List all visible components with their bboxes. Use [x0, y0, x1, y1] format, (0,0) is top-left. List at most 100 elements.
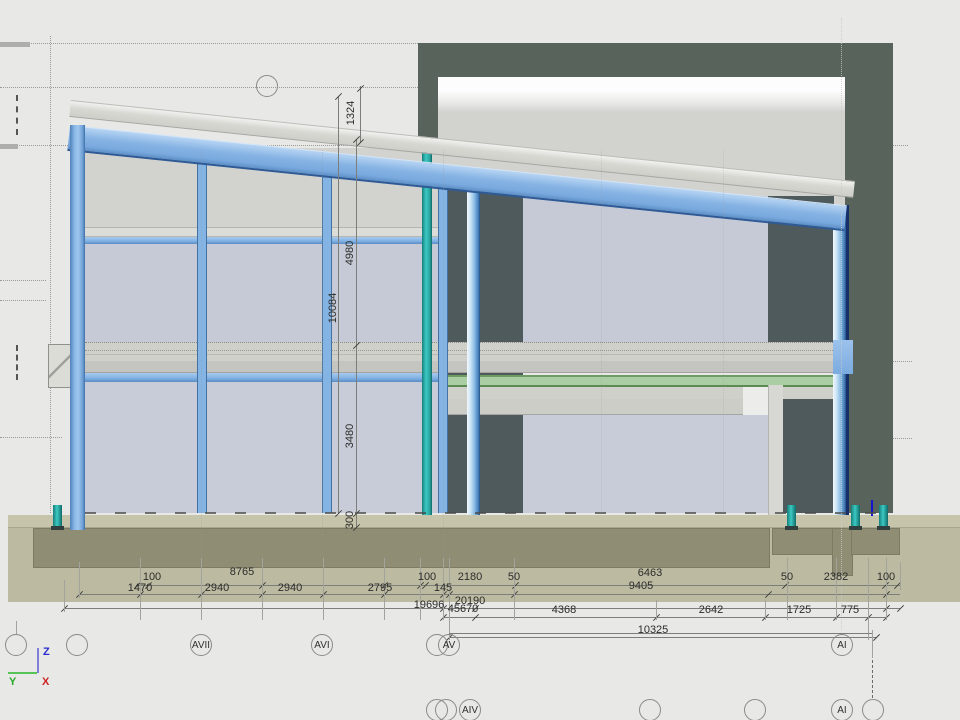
extension-line: [323, 558, 324, 620]
extension-line: [449, 558, 450, 640]
footing-right-2: [851, 528, 900, 555]
slab-under-green-1: [448, 387, 834, 399]
blue-beam-level1: [85, 373, 448, 382]
stub-cap-1: [51, 526, 64, 530]
grid-v-ai: [841, 18, 842, 630]
footing-main: [33, 528, 770, 568]
teal-stub-2: [787, 505, 796, 528]
blue-grip-mark: [871, 500, 873, 516]
dimension-text: 100: [417, 571, 437, 583]
axis-y-line: [8, 672, 37, 674]
slab-under-green-2: [448, 399, 743, 415]
section-marker-box: [48, 344, 72, 388]
dashed-line-left-2: [16, 345, 18, 380]
grid-v-av: [443, 150, 444, 555]
grid-v-mid1: [601, 150, 602, 513]
left-slab-edge: [85, 227, 438, 237]
gray-pier: [768, 385, 783, 516]
dimension-text: 2940: [204, 582, 230, 594]
extension-line: [872, 660, 873, 698]
grid-bubble-empty[interactable]: [5, 634, 27, 656]
dimension-text: 1470: [127, 582, 153, 594]
dimension-text-vertical: 3480: [344, 423, 356, 449]
teal-column-av: [422, 150, 432, 528]
grid-bubble-top[interactable]: [256, 75, 278, 97]
grid-bubble-ai[interactable]: AI: [831, 634, 853, 656]
dimension-text: 1725: [786, 604, 812, 616]
wall-top-band: [418, 43, 893, 77]
blue-slab-edge-right: [833, 340, 853, 374]
grid-bubble-ai[interactable]: AI: [831, 699, 853, 720]
axis-y-label: Y: [9, 676, 17, 688]
window-lower-left: [85, 382, 448, 513]
margin-bar-1: [0, 42, 30, 47]
stub-cap-3: [849, 526, 862, 530]
grid-bubble-avii[interactable]: AVII: [190, 634, 212, 656]
wall-left-strip: [418, 77, 438, 150]
window-upper-right: [523, 196, 768, 345]
dimension-text: 775: [840, 604, 860, 616]
grid-line-stub-left-2: [0, 300, 46, 301]
grid-bubble-empty[interactable]: [862, 699, 884, 720]
dimension-text: 4368: [551, 604, 577, 616]
dimension-text: 20190: [454, 595, 486, 607]
dimension-text: 2940: [277, 582, 303, 594]
dimension-text: 2795: [367, 582, 393, 594]
grid-bubble-empty[interactable]: [744, 699, 766, 720]
grid-bubble-empty[interactable]: [66, 634, 88, 656]
green-beam: [448, 375, 843, 387]
dimension-line: [443, 617, 886, 618]
mullion-3: [438, 185, 448, 513]
margin-bar-2: [0, 144, 18, 149]
ground-top-strip: [8, 515, 960, 528]
extension-line: [79, 562, 80, 598]
extension-line: [420, 558, 421, 620]
blue-beam-level2: [85, 237, 446, 244]
dimension-text: 50: [780, 571, 794, 583]
leader-line: [449, 633, 872, 634]
extension-line: [262, 558, 263, 620]
dimension-text: 6463: [637, 567, 663, 579]
grid-bubble-empty[interactable]: [435, 699, 457, 720]
dimension-text-vertical: 1324: [345, 100, 357, 126]
dimension-line: [137, 585, 900, 586]
dimension-text: 2382: [823, 571, 849, 583]
grid-v-mid2: [723, 150, 724, 513]
dimension-line: [360, 86, 361, 143]
dimension-text: 145: [433, 582, 453, 594]
floor-slab-line: [85, 354, 845, 355]
grid-line-stub-left-3: [0, 437, 62, 438]
ceiling-band: [438, 77, 845, 113]
extension-line: [201, 558, 202, 620]
dimension-line: [64, 608, 900, 609]
grid-line-v-left: [50, 36, 51, 513]
dimension-text: 2642: [698, 604, 724, 616]
window-lower-right: [523, 415, 768, 513]
dimension-tick: [896, 604, 905, 613]
dimension-line: [449, 637, 876, 638]
teal-stub-4: [879, 505, 888, 528]
grid-bubble-av[interactable]: AV: [438, 634, 460, 656]
dimension-line: [356, 139, 357, 527]
dimension-text-vertical: 4980: [344, 240, 356, 266]
grid-bubble-avi[interactable]: AVI: [311, 634, 333, 656]
dimension-text: 19696: [413, 599, 445, 611]
extension-line: [443, 558, 444, 620]
axis-z-label: Z: [43, 646, 50, 658]
grid-line-stub-right-1: [880, 361, 912, 362]
extension-line: [140, 558, 141, 620]
core-wall-right-lower: [783, 398, 834, 513]
ground-dashed-line: [85, 512, 895, 514]
axis-z-line: [37, 648, 39, 673]
mullion-2: [322, 173, 332, 513]
grid-bubble-empty[interactable]: [639, 699, 661, 720]
teal-stub-1: [53, 505, 62, 528]
extension-line: [868, 558, 869, 640]
extension-line: [656, 600, 657, 620]
grid-bubble-aiv[interactable]: AIV: [459, 699, 481, 720]
floor-slab-dotline: [85, 350, 845, 351]
grid-line-h-2: [0, 87, 438, 88]
main-column-left: [70, 125, 85, 530]
grid-v-avi: [322, 150, 323, 555]
